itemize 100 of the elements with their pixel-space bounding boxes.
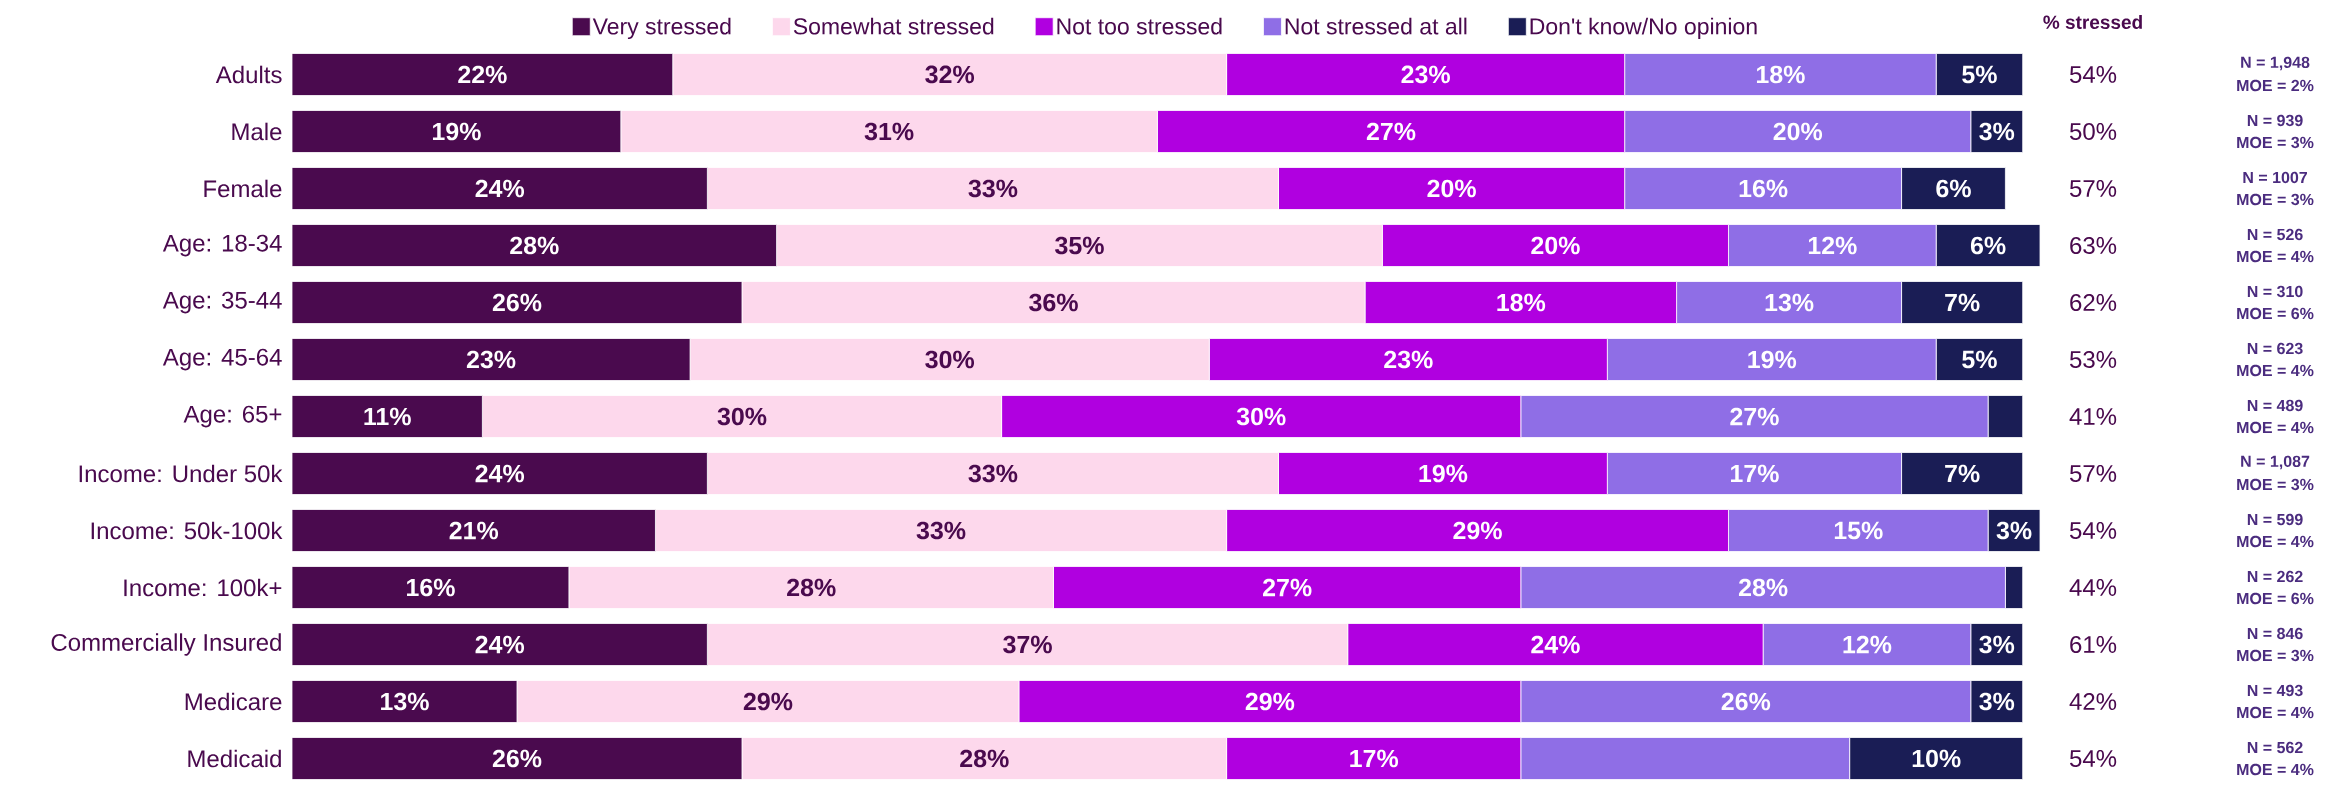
- data-label: 13%: [381, 692, 429, 711]
- data-label: 28%: [960, 749, 1009, 768]
- data-label: 26%: [492, 293, 542, 312]
- data-label: 15%: [1834, 521, 1883, 540]
- data-label: 10%: [1912, 749, 1961, 768]
- data-label: 18%: [1497, 293, 1546, 312]
- text: MOE = 6%: [2237, 307, 2314, 320]
- text: MOE = 4%: [2237, 535, 2314, 548]
- text: 54%: [2069, 66, 2117, 83]
- legend-label: Not stressed at all: [1285, 17, 1467, 35]
- y-tick-label: Age: 18-34: [162, 234, 282, 257]
- y-tick-label: Income: 50k-100k: [91, 521, 283, 540]
- data-label: 3%: [1996, 521, 2032, 540]
- y-tick-label: Commercially Insured: [51, 633, 281, 656]
- legend-label: Don't know/No opinion: [1530, 17, 1757, 40]
- data-label: 27%: [1366, 122, 1416, 141]
- text: MOE = 4%: [2237, 364, 2314, 377]
- text: MOE = 3%: [2237, 193, 2314, 206]
- y-tick-label: Age: 45-64: [162, 348, 282, 371]
- text: 42%: [2069, 693, 2117, 710]
- data-label: 20%: [1531, 236, 1580, 255]
- data-label: 13%: [1765, 293, 1814, 312]
- text: N = 1,948: [2241, 56, 2310, 71]
- data-label: 37%: [1003, 635, 1052, 654]
- data-label: 12%: [1843, 635, 1892, 654]
- data-label: 24%: [475, 635, 525, 654]
- y-tick-label: Income: Under 50k: [79, 464, 283, 483]
- legend-label: Not too stressed: [1057, 17, 1222, 35]
- data-label: 27%: [1730, 407, 1779, 426]
- data-label: 20%: [1773, 122, 1823, 141]
- text: N = 493: [2247, 684, 2303, 697]
- text: N = 262: [2247, 570, 2303, 583]
- text: MOE = 4%: [2237, 421, 2314, 434]
- text: 41%: [2069, 408, 2117, 425]
- data-label: 3%: [1979, 635, 2015, 654]
- data-label: 19%: [432, 122, 481, 141]
- text: MOE = 3%: [2237, 649, 2314, 662]
- text: MOE = 4%: [2237, 706, 2314, 719]
- text: MOE = 3%: [2237, 136, 2314, 149]
- text: MOE = 3%: [2237, 478, 2314, 491]
- data-label: 28%: [510, 236, 559, 255]
- data-label: 33%: [916, 521, 966, 540]
- data-label: 27%: [1263, 578, 1312, 597]
- text: % stressed: [2043, 15, 2142, 29]
- text: N = 310: [2247, 285, 2303, 298]
- data-label: 24%: [475, 179, 525, 198]
- y-tick-label: Income: 100k+: [124, 578, 282, 597]
- text: MOE = 4%: [2237, 763, 2314, 776]
- text: N = 1007: [2243, 171, 2307, 184]
- data-label: 29%: [743, 692, 793, 711]
- text: 54%: [2069, 522, 2117, 539]
- data-label: 28%: [787, 578, 836, 597]
- text: N = 1,087: [2241, 455, 2310, 470]
- text: MOE = 2%: [2237, 79, 2314, 92]
- text: 57%: [2069, 180, 2117, 197]
- data-label: 17%: [1731, 464, 1779, 483]
- text: N = 526: [2247, 228, 2303, 241]
- y-tick-label: Medicaid: [188, 749, 281, 768]
- data-label: 32%: [925, 65, 975, 84]
- data-label: 19%: [1748, 350, 1797, 369]
- text: 62%: [2070, 294, 2117, 311]
- text: 63%: [2070, 237, 2117, 254]
- data-label: 7%: [1945, 464, 1980, 483]
- text: N = 846: [2247, 627, 2303, 640]
- data-label: 28%: [1738, 578, 1788, 597]
- data-label: 17%: [1350, 749, 1399, 768]
- legend-label: Very stressed: [592, 17, 731, 40]
- y-tick-label: Adults: [215, 65, 282, 84]
- text: MOE = 6%: [2237, 592, 2314, 605]
- text: N = 562: [2247, 741, 2303, 754]
- data-label: 30%: [717, 407, 767, 426]
- data-label: 18%: [1756, 65, 1805, 84]
- data-label: 29%: [1245, 692, 1295, 711]
- data-label: 33%: [968, 464, 1018, 483]
- text: MOE = 4%: [2237, 250, 2314, 263]
- data-label: 5%: [1962, 350, 1997, 369]
- data-label: 24%: [1531, 635, 1580, 654]
- data-label: 16%: [407, 578, 455, 597]
- data-label: 7%: [1945, 293, 1980, 312]
- text: 54%: [2069, 750, 2117, 767]
- text: N = 623: [2247, 342, 2303, 355]
- data-label: 23%: [466, 350, 516, 369]
- y-tick-label: Age: 35-44: [162, 291, 282, 314]
- data-label: 30%: [1236, 407, 1286, 426]
- data-label: 6%: [1936, 179, 1971, 198]
- data-label: 11%: [364, 407, 411, 426]
- data-label: 23%: [1384, 350, 1433, 369]
- data-label: 5%: [1962, 65, 1997, 84]
- text: N = 599: [2247, 513, 2303, 526]
- data-label: 3%: [1979, 692, 2015, 711]
- data-label: 33%: [968, 179, 1018, 198]
- text: 50%: [2069, 123, 2117, 140]
- data-label: 23%: [1401, 65, 1450, 84]
- text: 57%: [2069, 465, 2117, 482]
- text: 61%: [2070, 636, 2117, 653]
- data-label: 30%: [925, 350, 975, 369]
- text: 53%: [2069, 351, 2117, 368]
- data-label: 31%: [864, 122, 914, 141]
- data-label: 16%: [1739, 179, 1788, 198]
- data-label: 20%: [1427, 179, 1476, 198]
